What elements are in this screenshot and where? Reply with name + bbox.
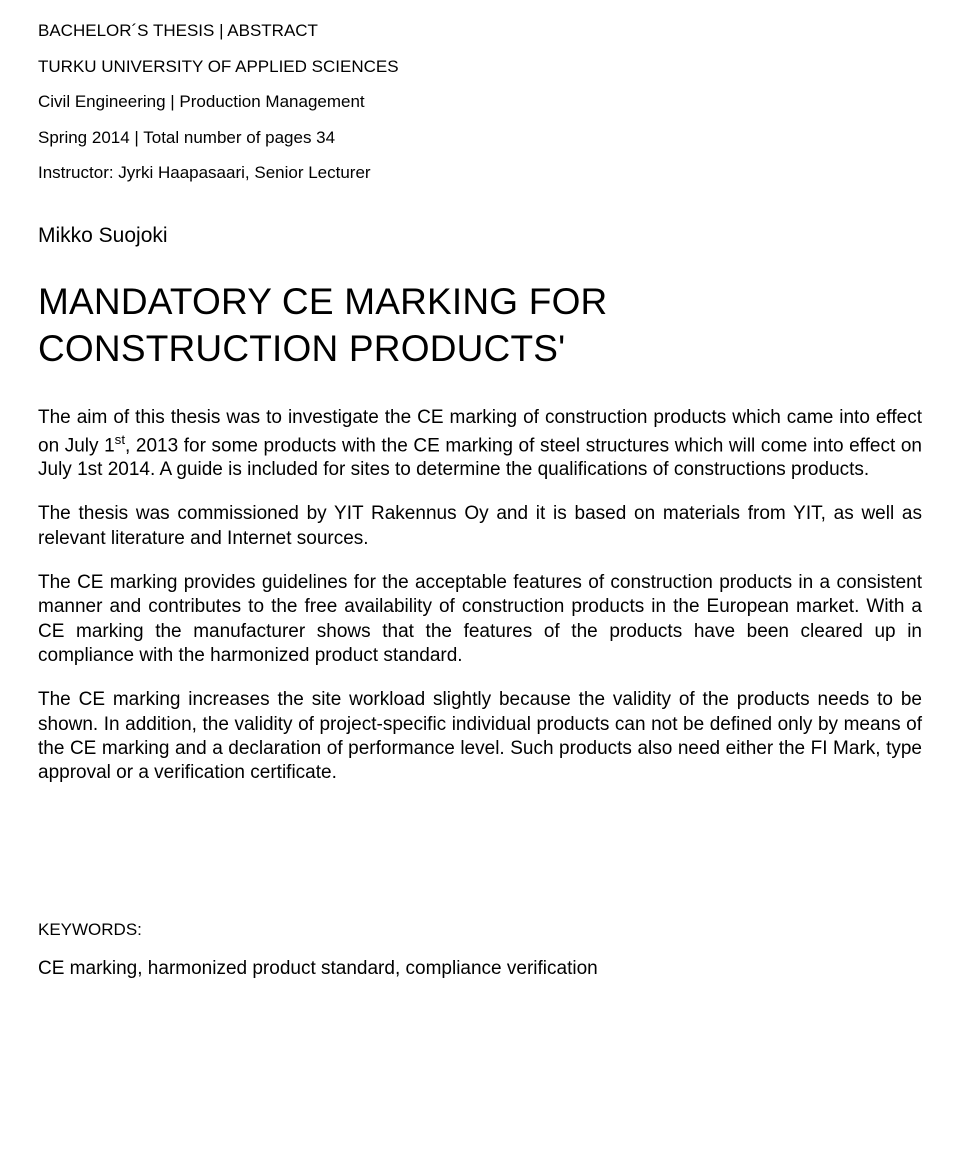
author-name: Mikko Suojoki (38, 224, 922, 248)
p1-superscript: st (115, 432, 125, 447)
department-line: Civil Engineering | Production Managemen… (38, 89, 922, 115)
abstract-paragraph-1: The aim of this thesis was to investigat… (38, 406, 922, 482)
abstract-paragraph-3: The CE marking provides guidelines for t… (38, 571, 922, 668)
title-line-2: CONSTRUCTION PRODUCTS' (38, 328, 565, 369)
university-name: TURKU UNIVERSITY OF APPLIED SCIENCES (38, 54, 922, 80)
instructor-line: Instructor: Jyrki Haapasaari, Senior Lec… (38, 160, 922, 186)
term-line: Spring 2014 | Total number of pages 34 (38, 125, 922, 151)
thesis-type: BACHELOR´S THESIS | ABSTRACT (38, 18, 922, 44)
abstract-paragraph-4: The CE marking increases the site worklo… (38, 688, 922, 785)
thesis-title: MANDATORY CE MARKING FOR CONSTRUCTION PR… (38, 278, 922, 373)
keywords-value: CE marking, harmonized product standard,… (38, 958, 922, 980)
keywords-label: KEYWORDS: (38, 920, 922, 940)
p1-text-b: , 2013 for some products with the CE mar… (38, 435, 922, 480)
title-line-1: MANDATORY CE MARKING FOR (38, 281, 607, 322)
abstract-paragraph-2: The thesis was commissioned by YIT Raken… (38, 502, 922, 551)
